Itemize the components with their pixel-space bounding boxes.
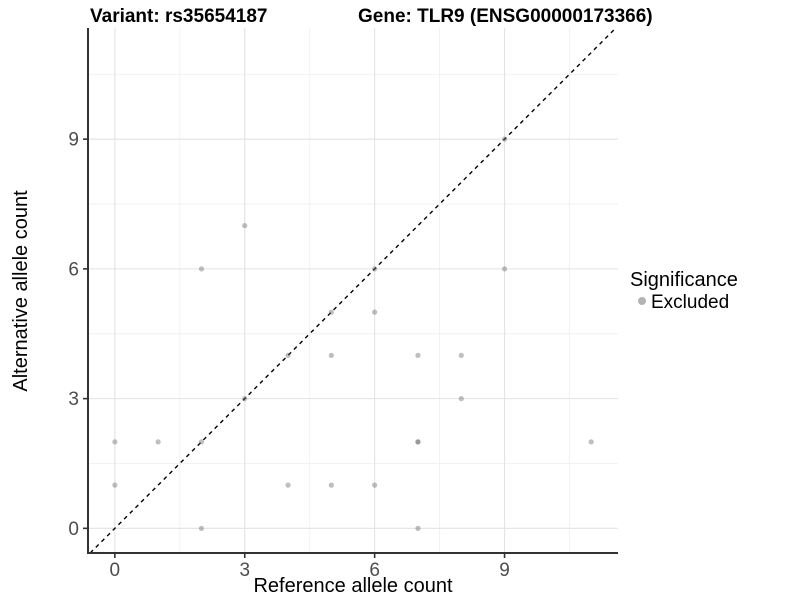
y-tick-label: 0 — [68, 519, 79, 540]
excluded-point-icon — [638, 297, 646, 305]
data-point — [198, 439, 205, 445]
y-tick-label: 3 — [68, 389, 79, 410]
data-point — [415, 525, 421, 531]
data-point — [285, 352, 291, 358]
data-point — [155, 439, 161, 445]
data-point — [458, 396, 464, 402]
x-tick-label: 0 — [110, 560, 121, 581]
y-tick-label: 9 — [68, 130, 79, 151]
chart-layers: 0 3 6 9 0 3 6 9 — [68, 27, 618, 581]
data-point — [198, 525, 205, 531]
y-tick-label: 6 — [68, 259, 79, 280]
data-point — [198, 266, 205, 272]
data-point — [328, 352, 334, 358]
data-point — [588, 439, 594, 445]
data-point — [112, 482, 118, 488]
data-point — [415, 439, 421, 445]
data-point — [242, 396, 248, 402]
data-point — [501, 136, 508, 142]
data-point — [501, 266, 508, 272]
data-point — [458, 352, 464, 358]
data-point — [328, 309, 334, 315]
data-point — [112, 439, 118, 445]
x-tick-label: 3 — [239, 560, 250, 581]
data-point — [372, 482, 378, 488]
legend-item-label: Excluded — [651, 292, 729, 313]
data-point — [328, 482, 334, 488]
legend-title: Significance — [630, 269, 738, 291]
x-axis-title: Reference allele count — [253, 575, 452, 597]
plot-title-gene: Gene: TLR9 (ENSG00000173366) — [358, 6, 653, 27]
x-tick-label: 9 — [499, 560, 510, 581]
data-point — [415, 439, 421, 445]
data-point — [242, 223, 248, 229]
y-axis-title: Alternative allele count — [10, 190, 32, 392]
identity-line — [89, 27, 617, 554]
plot-title-variant: Variant: rs35654187 — [90, 6, 267, 27]
data-point — [372, 266, 378, 272]
data-point — [285, 482, 291, 488]
legend: Significance Excluded — [630, 269, 738, 313]
x-tick-label: 6 — [369, 560, 380, 581]
data-point — [372, 309, 378, 315]
data-point — [415, 352, 421, 358]
